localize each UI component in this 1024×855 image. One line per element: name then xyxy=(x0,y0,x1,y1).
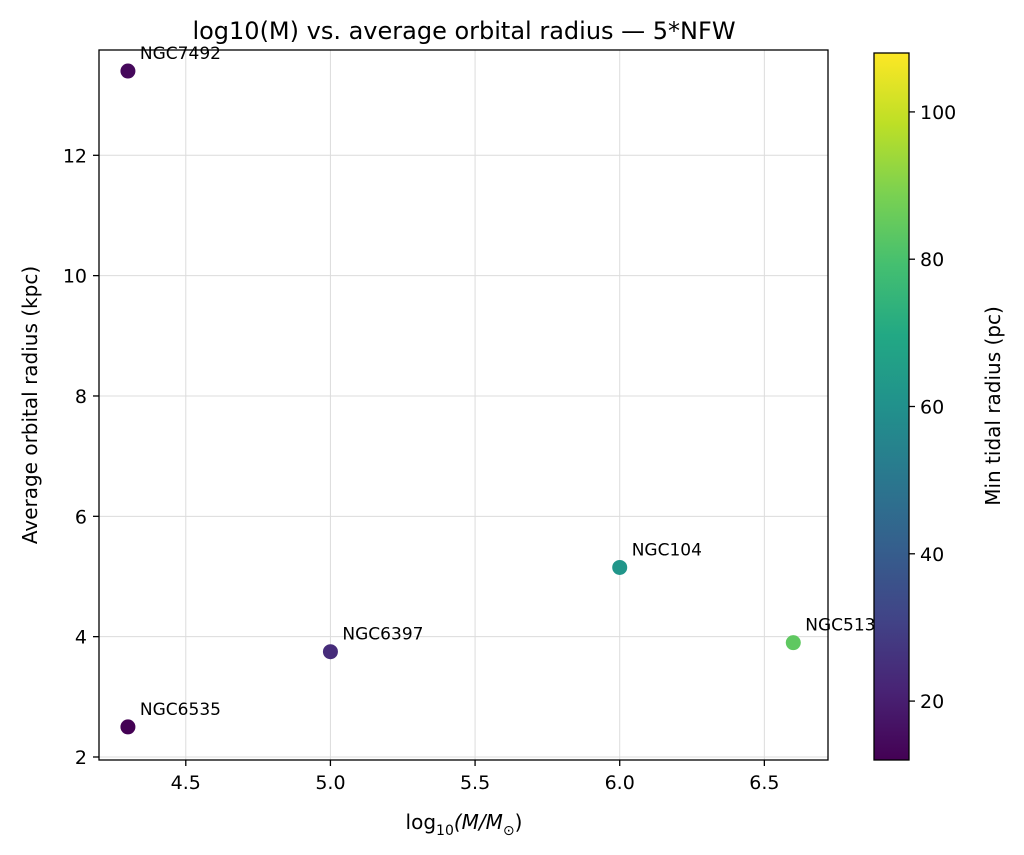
data-point-ngc7492 xyxy=(120,63,136,79)
x-tick-label: 4.5 xyxy=(171,772,201,794)
x-axis-label-sun: ⊙ xyxy=(503,823,515,839)
y-axis-label: Average orbital radius (kpc) xyxy=(18,266,42,544)
colorbar-tick-label: 80 xyxy=(920,249,944,271)
x-axis-label-log: log xyxy=(406,810,437,834)
y-axis-ticks: 2 4 6 8 10 12 xyxy=(63,145,99,769)
plot-area-frame xyxy=(98,49,829,761)
colorbar-label: Min tidal radius (pc) xyxy=(981,306,1005,506)
y-tick-label: 8 xyxy=(75,386,87,408)
colorbar-tick-label: 20 xyxy=(920,691,944,713)
y-tick-label: 12 xyxy=(63,145,87,167)
x-axis-label: log10(M/M⊙) xyxy=(406,810,523,839)
x-tick-label: 5.0 xyxy=(315,772,345,794)
point-label-ngc6397: NGC6397 xyxy=(342,625,423,645)
point-label-ngc104: NGC104 xyxy=(632,540,702,560)
point-label-ngc5139: NGC5139 xyxy=(805,616,886,636)
x-tick-label: 5.5 xyxy=(460,772,490,794)
data-point-ngc5139 xyxy=(785,635,801,651)
colorbar-ticks: 20 40 60 80 100 xyxy=(909,102,956,713)
y-tick-label: 2 xyxy=(75,747,87,769)
x-axis-label-expr: (M/M xyxy=(454,810,503,834)
y-tick-label: 10 xyxy=(63,266,87,288)
y-tick-label: 6 xyxy=(75,506,87,528)
data-point-ngc104 xyxy=(612,559,628,575)
x-axis-label-close: ) xyxy=(515,810,523,834)
colorbar-tick-label: 100 xyxy=(920,102,956,124)
y-tick-label: 4 xyxy=(75,627,87,649)
grid xyxy=(99,50,828,760)
data-points xyxy=(120,63,801,735)
data-point-ngc6397 xyxy=(322,644,338,660)
colorbar-tick-label: 60 xyxy=(920,397,944,419)
point-labels: NGC7492 NGC6535 NGC6397 NGC104 NGC5139 xyxy=(140,44,886,720)
x-tick-label: 6.0 xyxy=(605,772,635,794)
colorbar-tick-label: 40 xyxy=(920,544,944,566)
x-tick-label: 6.5 xyxy=(749,772,779,794)
point-label-ngc6535: NGC6535 xyxy=(140,700,221,720)
chart-title: log10(M) vs. average orbital radius — 5*… xyxy=(192,17,735,45)
point-label-ngc7492: NGC7492 xyxy=(140,44,221,64)
data-point-ngc6535 xyxy=(120,719,136,735)
x-axis-label-sub: 10 xyxy=(436,823,454,839)
colorbar-gradient xyxy=(874,53,909,760)
x-axis-ticks: 4.5 5.0 5.5 6.0 6.5 xyxy=(171,760,779,794)
